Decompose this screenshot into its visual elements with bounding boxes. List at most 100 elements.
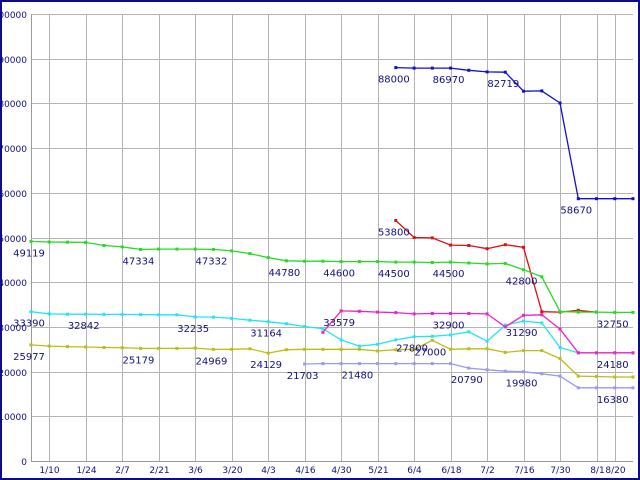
data-point-marker (376, 362, 380, 366)
data-point-marker (613, 351, 617, 355)
data-point-marker (540, 349, 544, 353)
data-point-marker (102, 244, 106, 247)
data-point-marker (576, 310, 580, 314)
data-point-marker (66, 345, 69, 349)
data-point-marker (84, 240, 88, 244)
data-point-marker (339, 362, 343, 366)
data-point-label: 58670 (560, 206, 592, 217)
data-point-marker (485, 368, 489, 372)
data-point-marker (357, 260, 361, 264)
x-axis-tick-label: 1/10 (39, 466, 59, 476)
data-point-marker (120, 312, 124, 316)
data-point-marker (613, 310, 617, 314)
y-axis-tick-label: 60000 (2, 190, 27, 200)
data-point-marker (394, 219, 398, 222)
data-point-marker (175, 346, 179, 350)
data-point-marker (412, 66, 416, 70)
data-point-marker (84, 345, 88, 349)
data-point-marker (303, 347, 307, 351)
data-point-marker (284, 259, 288, 263)
data-point-label: 19980 (506, 379, 538, 390)
y-axis-tick-label: 40000 (2, 279, 27, 289)
data-point-marker (449, 312, 453, 315)
data-point-marker (357, 362, 361, 366)
data-point-marker (467, 330, 471, 334)
data-point-marker (157, 247, 161, 251)
data-point-marker (467, 312, 471, 315)
data-point-marker (540, 313, 544, 317)
data-point-marker (175, 313, 179, 317)
data-point-marker (193, 346, 197, 350)
data-point-marker (321, 330, 325, 334)
data-point-marker (412, 312, 416, 316)
data-point-marker (211, 315, 215, 319)
data-point-marker (339, 309, 343, 313)
data-point-marker (394, 338, 398, 342)
chart-series-green-series (29, 239, 635, 314)
data-point-marker (339, 338, 343, 342)
data-point-marker (449, 66, 453, 70)
data-point-marker (321, 327, 325, 331)
x-axis-tick-label: 7/16 (514, 466, 534, 476)
data-point-labels: 88000 86970 82719 58670 53800 49119 47334 47332… (13, 75, 629, 406)
data-point-marker (467, 244, 471, 247)
data-point-marker (522, 370, 525, 374)
data-point-label: 53800 (378, 228, 410, 239)
data-point-marker (595, 310, 598, 314)
data-point-marker (631, 375, 635, 379)
data-point-label: 82719 (487, 79, 519, 90)
series-line (395, 66, 633, 200)
data-point-marker (485, 262, 489, 266)
data-point-marker (394, 348, 398, 352)
data-point-marker (558, 310, 562, 313)
data-point-marker (230, 347, 234, 351)
data-point-marker (412, 347, 416, 351)
data-point-marker (102, 346, 106, 349)
series-line (30, 311, 633, 354)
y-axis-tick-label: 0 (21, 458, 27, 468)
data-point-label: 27000 (414, 347, 446, 358)
x-axis-tick-label: 4/3 (261, 466, 275, 476)
data-point-marker (430, 338, 434, 342)
data-point-marker (540, 89, 544, 93)
x-axis-tick-label: 7/2 (480, 466, 494, 476)
data-point-label: 42800 (506, 277, 538, 288)
data-point-label: 32842 (68, 321, 100, 332)
data-point-marker (376, 310, 380, 314)
y-axis-tick-label: 100000 (2, 11, 27, 21)
data-point-marker (66, 240, 69, 244)
data-point-marker (558, 327, 562, 331)
data-point-marker (522, 89, 525, 93)
data-point-label: 88000 (378, 75, 410, 86)
data-point-marker (631, 386, 635, 390)
grid-lines: 1000009000080000700006000050000400003000… (2, 11, 633, 476)
y-axis-tick-label: 80000 (2, 100, 27, 110)
data-point-marker (376, 342, 380, 346)
x-axis-tick-label: 4/16 (295, 466, 315, 476)
data-point-label: 47334 (123, 256, 155, 267)
x-axis-tick-label: 1/24 (76, 466, 96, 476)
x-axis-tick-label: 4/30 (331, 466, 351, 476)
data-point-marker (558, 101, 562, 105)
data-point-marker (631, 351, 635, 355)
data-point-marker (303, 362, 307, 366)
data-point-marker (430, 312, 434, 315)
data-point-marker (449, 260, 453, 264)
data-point-marker (47, 312, 51, 316)
data-point-marker (66, 312, 69, 316)
data-point-label: 27800 (396, 344, 428, 355)
data-point-marker (321, 259, 325, 263)
data-point-marker (449, 362, 453, 366)
data-point-marker (595, 197, 598, 201)
data-point-marker (430, 362, 434, 366)
data-point-marker (248, 347, 252, 351)
data-point-marker (503, 70, 507, 74)
x-axis-tick-label: 8/20 (605, 466, 625, 476)
data-point-label: 49119 (13, 248, 45, 259)
data-point-marker (321, 347, 325, 351)
series-line (395, 220, 597, 313)
chart-series-magenta-series (321, 309, 635, 355)
data-point-marker (576, 351, 580, 355)
x-axis-tick-label: 2/7 (115, 466, 129, 476)
